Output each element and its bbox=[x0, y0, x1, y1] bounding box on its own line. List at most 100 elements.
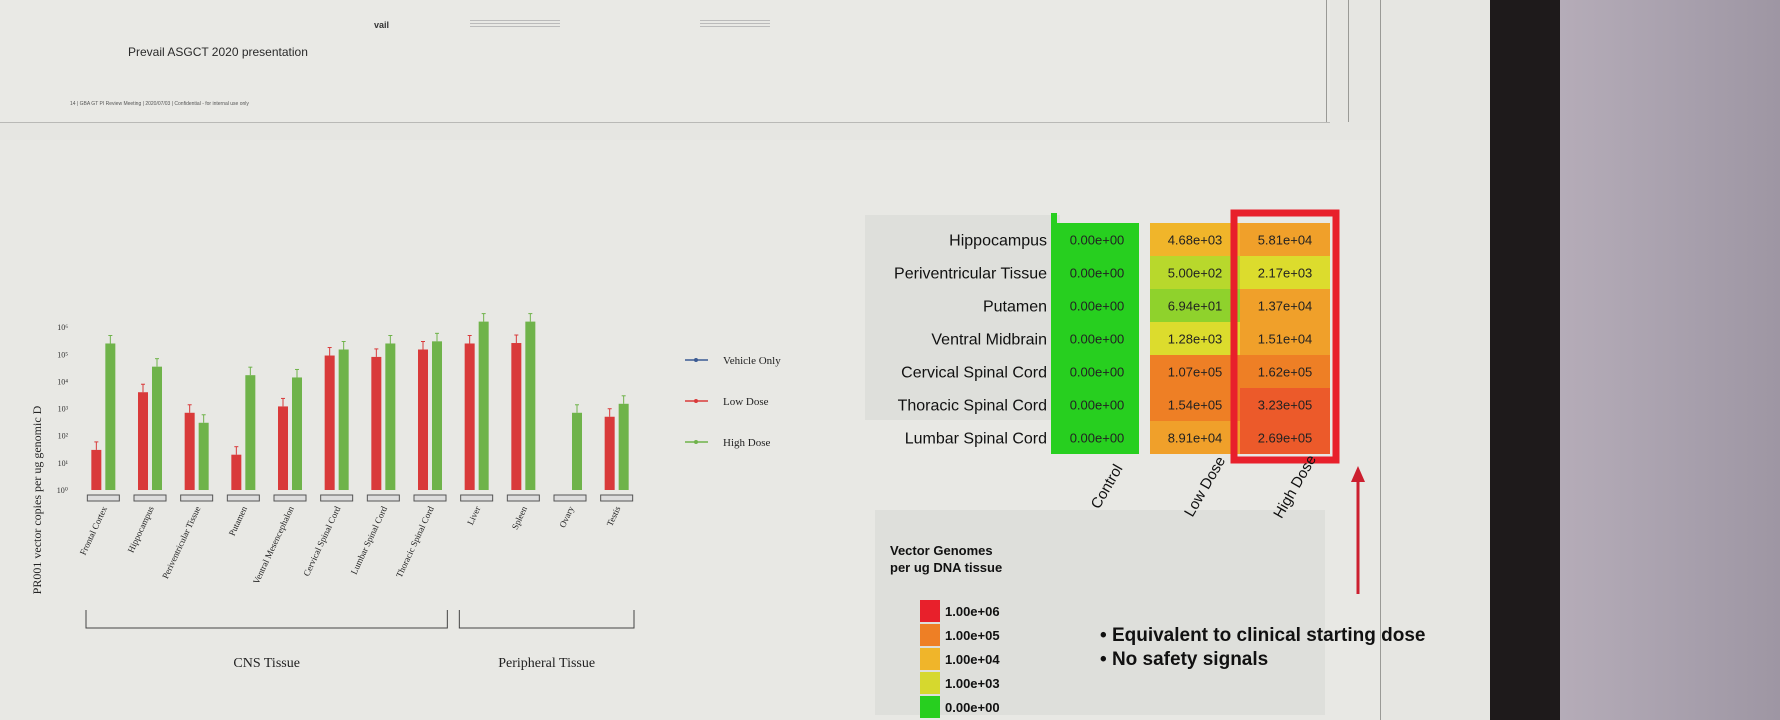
divider bbox=[1380, 0, 1381, 720]
legend-label: 1.00e+05 bbox=[945, 628, 1000, 643]
category-marker bbox=[553, 494, 587, 502]
bar bbox=[478, 321, 489, 490]
divider bbox=[1326, 0, 1327, 122]
y-tick-label: 10⁰ bbox=[57, 486, 68, 495]
bar bbox=[105, 343, 116, 490]
group-label: Peripheral Tissue bbox=[498, 656, 595, 671]
legend-swatch bbox=[920, 600, 940, 622]
bar bbox=[245, 375, 256, 490]
previous-slide-logo: vail bbox=[374, 20, 390, 30]
legend-label: High Dose bbox=[723, 437, 770, 449]
category-marker bbox=[273, 494, 307, 502]
heatmap-row-label: Thoracic Spinal Cord bbox=[898, 398, 1047, 415]
y-tick-label: 10³ bbox=[58, 405, 69, 414]
x-tick-label: Liver bbox=[465, 505, 482, 527]
bullet-item: • Equivalent to clinical starting dose bbox=[1100, 625, 1426, 646]
x-tick-label: Frontal Cortex bbox=[78, 504, 110, 556]
heatmap-cell bbox=[1055, 388, 1139, 421]
heatmap-cell-value: 3.23e+05 bbox=[1258, 398, 1313, 413]
heatmap-cell bbox=[1150, 223, 1240, 256]
monitor-screen: vail Prevail ASGCT 2020 presentation 14 … bbox=[0, 0, 1490, 720]
heatmap-cell bbox=[1240, 289, 1330, 322]
y-tick-label: 10¹ bbox=[58, 459, 69, 468]
heatmap-cell bbox=[1055, 421, 1139, 454]
x-tick-label: Thoracic Spinal Cord bbox=[394, 504, 436, 579]
previous-slide-title: Prevail ASGCT 2020 presentation bbox=[128, 45, 308, 59]
bar bbox=[292, 377, 302, 490]
previous-slide-note bbox=[470, 20, 560, 28]
heatmap-cell bbox=[1150, 256, 1240, 289]
heatmap-cell-value: 1.37e+04 bbox=[1258, 299, 1313, 314]
heatmap-cell-value: 0.00e+00 bbox=[1070, 233, 1125, 248]
heatmap-cell-value: 5.81e+04 bbox=[1258, 233, 1313, 248]
bar bbox=[371, 356, 382, 490]
heatmap-cell bbox=[1150, 421, 1240, 454]
arrow-head bbox=[1351, 466, 1365, 482]
category-marker bbox=[366, 494, 400, 502]
category-marker bbox=[413, 494, 447, 502]
divider bbox=[1348, 0, 1349, 122]
legend-swatch bbox=[920, 624, 940, 646]
heatmap-row-label: Hippocampus bbox=[949, 233, 1047, 250]
bar bbox=[464, 343, 475, 490]
x-tick-label: Ventral Mesencephalon bbox=[251, 504, 296, 585]
heatmap-border bbox=[1051, 213, 1057, 454]
heatmap-cell bbox=[1055, 256, 1139, 289]
group-bracket bbox=[85, 610, 448, 629]
heatmap-column-label: Control bbox=[1088, 462, 1127, 512]
heatmap-cell bbox=[1240, 322, 1330, 355]
x-tick-label: Periventricular Tissue bbox=[160, 505, 202, 581]
heatmap-cell bbox=[1240, 388, 1330, 421]
bar bbox=[198, 422, 209, 490]
x-tick-label: Ovary bbox=[557, 504, 576, 529]
y-tick-label: 10⁶ bbox=[57, 323, 68, 332]
category-marker bbox=[86, 494, 120, 502]
heatmap-cell-value: 2.17e+03 bbox=[1258, 266, 1313, 281]
bar bbox=[138, 392, 148, 490]
bar bbox=[184, 412, 195, 490]
legend-label: Low Dose bbox=[723, 396, 769, 408]
heatmap-cell-value: 1.62e+05 bbox=[1258, 365, 1313, 380]
heatmap-cell-value: 0.00e+00 bbox=[1070, 266, 1125, 281]
high-dose-highlight bbox=[1230, 209, 1340, 464]
heatmap-cell bbox=[1150, 322, 1240, 355]
bar bbox=[338, 349, 349, 490]
heatmap-cell-value: 1.51e+04 bbox=[1258, 332, 1313, 347]
category-marker bbox=[506, 494, 540, 502]
bar bbox=[91, 449, 102, 490]
heatmap-column-label: Low Dose bbox=[1181, 454, 1229, 520]
heatmap-cell-value: 5.00e+02 bbox=[1168, 266, 1223, 281]
heatmap-row-label: Lumbar Spinal Cord bbox=[905, 431, 1047, 448]
bar bbox=[432, 341, 442, 490]
group-label: CNS Tissue bbox=[233, 656, 300, 671]
y-tick-label: 10⁴ bbox=[57, 377, 68, 386]
heatmap-cell-value: 1.07e+05 bbox=[1168, 365, 1223, 380]
bar bbox=[278, 406, 288, 490]
y-tick-label: 10⁵ bbox=[57, 350, 68, 359]
legend-label: 1.00e+03 bbox=[945, 676, 1000, 691]
bar bbox=[618, 403, 629, 490]
bar bbox=[418, 349, 428, 490]
bar bbox=[152, 366, 162, 490]
bar bbox=[525, 321, 536, 490]
legend-title: Vector Genomes bbox=[890, 543, 993, 558]
monitor-bezel bbox=[1490, 0, 1570, 720]
category-marker bbox=[133, 494, 167, 502]
bar-chart: PR001 vector copies per ug genomic D 10⁰… bbox=[30, 313, 781, 671]
legend-marker bbox=[694, 399, 698, 403]
heatmap-cell bbox=[1240, 355, 1330, 388]
bullet-text: No safety signals bbox=[1111, 649, 1269, 670]
heatmap-cell-value: 2.69e+05 bbox=[1258, 431, 1313, 446]
legend-swatch bbox=[920, 696, 940, 718]
heatmap-cell-value: 8.91e+04 bbox=[1168, 431, 1223, 446]
legend-label: 0.00e+00 bbox=[945, 700, 1000, 715]
heatmap-row-label: Putamen bbox=[983, 299, 1047, 316]
background-wall bbox=[1560, 0, 1780, 720]
bar bbox=[572, 412, 582, 490]
group-bracket bbox=[458, 610, 635, 629]
y-tick-label: 10² bbox=[58, 432, 69, 441]
legend-marker bbox=[694, 358, 698, 362]
heatmap-cell-value: 1.54e+05 bbox=[1168, 398, 1223, 413]
category-marker bbox=[460, 494, 494, 502]
heatmap-cell bbox=[1055, 355, 1139, 388]
